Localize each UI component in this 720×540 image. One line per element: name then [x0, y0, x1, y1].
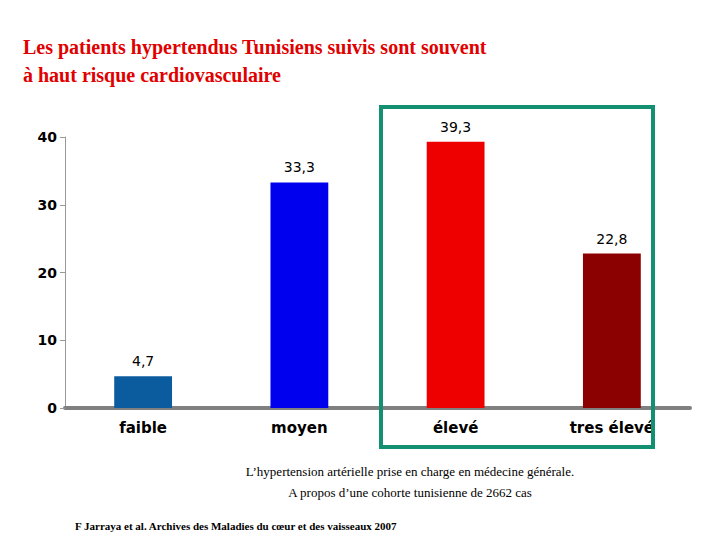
svg-text:33,3: 33,3	[284, 159, 315, 175]
svg-text:moyen: moyen	[271, 419, 328, 437]
svg-text:A propos d’une cohorte tunisie: A propos d’une cohorte tunisienne de 266…	[288, 485, 532, 500]
svg-text:faible: faible	[119, 419, 167, 437]
svg-text:4,7: 4,7	[132, 353, 154, 369]
svg-text:22,8: 22,8	[596, 231, 627, 247]
svg-text:à haut risque cardiovasculaire: à haut risque cardiovasculaire	[23, 64, 281, 87]
svg-text:tres élevé: tres élevé	[570, 419, 654, 437]
svg-text:Les patients hypertendus Tunis: Les patients hypertendus Tunisiens suivi…	[23, 36, 487, 59]
svg-text:élevé: élevé	[433, 419, 478, 437]
svg-text:L’hypertension artérielle pris: L’hypertension artérielle prise en charg…	[246, 464, 574, 479]
svg-text:20: 20	[38, 265, 58, 281]
svg-text:10: 10	[38, 332, 58, 348]
svg-text:30: 30	[38, 197, 58, 213]
svg-text:39,3: 39,3	[440, 119, 471, 135]
svg-text:0: 0	[47, 400, 57, 416]
svg-text:F Jarraya et al. Archives des: F Jarraya et al. Archives des Maladies d…	[75, 520, 397, 532]
svg-text:40: 40	[38, 129, 58, 145]
